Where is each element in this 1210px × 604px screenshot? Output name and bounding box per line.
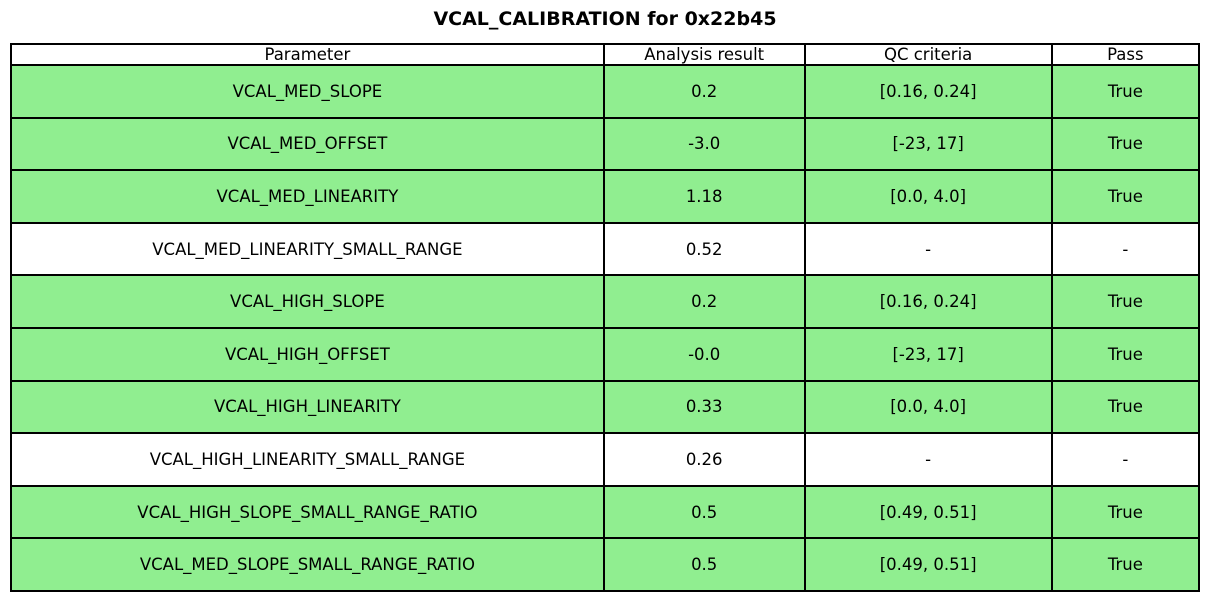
cell-analysis-result: 0.5 — [602, 537, 806, 592]
col-header-analysis-result: Analysis result — [602, 43, 806, 66]
table-row: VCAL_HIGH_OFFSET -0.0 [-23, 17] True — [10, 326, 1201, 382]
table-row: VCAL_MED_LINEARITY_SMALL_RANGE 0.52 - - — [10, 221, 1201, 277]
cell-analysis-result: 0.52 — [602, 221, 806, 277]
cell-qc-criteria: - — [803, 432, 1053, 487]
cell-qc-criteria: [0.0, 4.0] — [803, 169, 1053, 224]
cell-analysis-result: 0.2 — [602, 64, 806, 119]
cell-analysis-result: -3.0 — [602, 116, 806, 172]
table-row: VCAL_HIGH_LINEARITY_SMALL_RANGE 0.26 - - — [10, 432, 1201, 487]
cell-parameter: VCAL_HIGH_SLOPE_SMALL_RANGE_RATIO — [10, 484, 605, 540]
cell-pass: True — [1050, 169, 1201, 224]
cell-analysis-result: 0.26 — [602, 432, 806, 487]
cell-qc-criteria: - — [803, 221, 1053, 277]
page-title: VCAL_CALIBRATION for 0x22b45 — [433, 8, 777, 30]
cell-pass: True — [1050, 116, 1201, 172]
cell-qc-criteria: [-23, 17] — [803, 116, 1053, 172]
cell-parameter: VCAL_MED_SLOPE — [10, 64, 605, 119]
cell-pass: True — [1050, 274, 1201, 329]
cell-pass: True — [1050, 537, 1201, 592]
cell-pass: True — [1050, 64, 1201, 119]
cell-parameter: VCAL_HIGH_SLOPE — [10, 274, 605, 329]
cell-pass: - — [1050, 432, 1201, 487]
col-header-qc-criteria: QC criteria — [803, 43, 1053, 66]
table-row: VCAL_HIGH_SLOPE 0.2 [0.16, 0.24] True — [10, 274, 1201, 329]
table-row: VCAL_MED_OFFSET -3.0 [-23, 17] True — [10, 116, 1201, 172]
cell-pass: True — [1050, 379, 1201, 435]
cell-parameter: VCAL_MED_LINEARITY — [10, 169, 605, 224]
cell-pass: True — [1050, 484, 1201, 540]
table-row: VCAL_MED_LINEARITY 1.18 [0.0, 4.0] True — [10, 169, 1201, 224]
cell-analysis-result: 0.33 — [602, 379, 806, 435]
cell-qc-criteria: [0.16, 0.24] — [803, 64, 1053, 119]
cell-analysis-result: -0.0 — [602, 326, 806, 382]
cell-qc-criteria: [0.49, 0.51] — [803, 537, 1053, 592]
col-header-parameter: Parameter — [10, 43, 605, 66]
table-body: VCAL_MED_SLOPE 0.2 [0.16, 0.24] True VCA… — [10, 64, 1201, 592]
cell-parameter: VCAL_HIGH_LINEARITY — [10, 379, 605, 435]
table-row: VCAL_MED_SLOPE_SMALL_RANGE_RATIO 0.5 [0.… — [10, 537, 1201, 592]
cell-parameter: VCAL_HIGH_OFFSET — [10, 326, 605, 382]
cell-pass: - — [1050, 221, 1201, 277]
table-row: VCAL_MED_SLOPE 0.2 [0.16, 0.24] True — [10, 64, 1201, 119]
header-row: Parameter Analysis result QC criteria Pa… — [10, 43, 1201, 66]
cell-parameter: VCAL_HIGH_LINEARITY_SMALL_RANGE — [10, 432, 605, 487]
cell-analysis-result: 1.18 — [602, 169, 806, 224]
cell-qc-criteria: [0.0, 4.0] — [803, 379, 1053, 435]
cell-analysis-result: 0.5 — [602, 484, 806, 540]
col-header-pass: Pass — [1050, 43, 1201, 66]
table-row: VCAL_HIGH_SLOPE_SMALL_RANGE_RATIO 0.5 [0… — [10, 484, 1201, 540]
cell-analysis-result: 0.2 — [602, 274, 806, 329]
cell-qc-criteria: [0.49, 0.51] — [803, 484, 1053, 540]
cell-parameter: VCAL_MED_SLOPE_SMALL_RANGE_RATIO — [10, 537, 605, 592]
table-row: VCAL_HIGH_LINEARITY 0.33 [0.0, 4.0] True — [10, 379, 1201, 435]
cell-parameter: VCAL_MED_OFFSET — [10, 116, 605, 172]
cell-qc-criteria: [0.16, 0.24] — [803, 274, 1053, 329]
cell-pass: True — [1050, 326, 1201, 382]
cell-parameter: VCAL_MED_LINEARITY_SMALL_RANGE — [10, 221, 605, 277]
cell-qc-criteria: [-23, 17] — [803, 326, 1053, 382]
calibration-table: Parameter Analysis result QC criteria Pa… — [10, 43, 1201, 592]
